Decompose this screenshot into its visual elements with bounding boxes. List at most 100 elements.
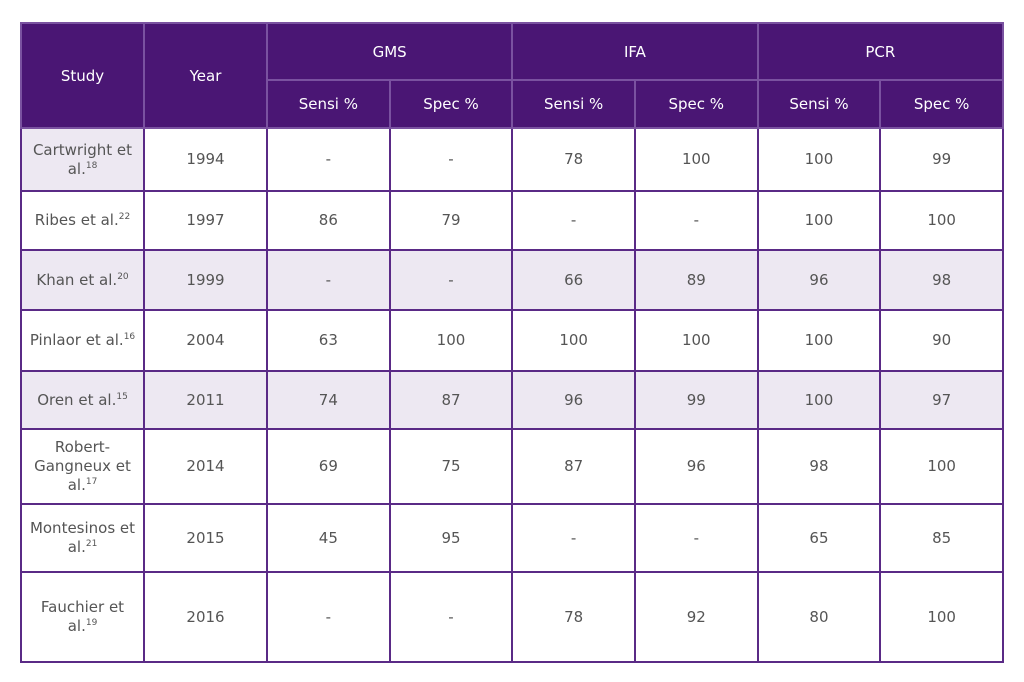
group-header: GMS — [265, 22, 514, 81]
value-cell: - — [511, 503, 636, 573]
table-row: Ribes et al.22 1997 86 79- -100 100 — [20, 190, 1004, 251]
table-row: Pinlaor et al.16 2004 63 100 100 100 100 90 — [20, 309, 1004, 372]
study-cell: Cartwright et al.18 — [20, 127, 145, 192]
study-name: Cartwright et al. — [32, 140, 133, 178]
table-row: Montesinos et al.21 2015 45 95- -65 85 — [20, 503, 1004, 573]
value-cell: 100 — [879, 428, 1004, 505]
reference: 17 — [85, 477, 98, 487]
value-cell: - — [511, 190, 636, 251]
value-cell: 65 — [756, 503, 882, 573]
value-cell: 100 — [756, 309, 882, 372]
value-cell: 96 — [756, 249, 882, 311]
value-cell: 66 — [511, 249, 636, 311]
value-cell: 100 — [879, 571, 1004, 663]
value-cell: 69 — [266, 428, 391, 505]
group-header: IFA — [511, 22, 759, 81]
study-name: Fauchier et al. — [40, 598, 125, 635]
value-cell: 98 — [879, 249, 1004, 311]
reference: 18 — [85, 160, 98, 171]
table-row: Robert-Gangneux et al.17 2014 69 75 87 96 98 10… — [20, 428, 1004, 505]
value-cell: 100 — [633, 127, 759, 192]
value-cell: 63 — [266, 309, 391, 372]
reference: 22 — [118, 212, 131, 222]
value-cell: 99 — [879, 127, 1004, 192]
year-cell: 2016 — [143, 571, 268, 663]
value-cell: 100 — [388, 309, 514, 372]
value-cell: 100 — [511, 309, 636, 372]
subheader-cell: Spec % — [879, 79, 1004, 129]
value-cell: - — [266, 127, 391, 192]
subheader-cell: Spec % — [388, 79, 514, 129]
reference: 20 — [117, 271, 129, 282]
value-cell: 96 — [633, 428, 759, 505]
header-row: Study Year GMS IFA PCR — [20, 22, 1005, 129]
study-name: Oren et al. — [37, 390, 117, 409]
table-row: Oren et al.15 2011 74 87 96 99 100 97 — [20, 370, 1004, 430]
value-cell: 45 — [266, 503, 391, 573]
year-cell: 2014 — [143, 428, 268, 505]
value-cell: 90 — [879, 309, 1004, 372]
study-name: Ribes et al. — [34, 211, 119, 229]
header-cell: Year — [143, 22, 268, 129]
value-cell: 80 — [756, 571, 882, 663]
value-cell: - — [266, 249, 391, 311]
value-cell: 92 — [633, 571, 759, 663]
value-cell: 100 — [633, 309, 759, 372]
data-table: Study Year GMS IFA PCR Sensi % Spec % Sens… — [20, 22, 1005, 663]
table-row: Cartwright et al.18 1994- -78 100 100 99 — [20, 127, 1004, 192]
value-cell: 85 — [879, 503, 1004, 573]
year-cell: 2011 — [143, 370, 268, 430]
year-cell: 1997 — [143, 190, 268, 251]
study-cell: Khan et al.20 — [20, 249, 145, 311]
value-cell: 100 — [756, 370, 882, 430]
value-cell: 100 — [756, 190, 882, 251]
subheader-row: Sensi % Spec % Sensi % Spec % Sensi % Spec % — [21, 79, 1004, 129]
year-cell: 2004 — [143, 309, 268, 372]
study-cell: Robert-Gangneux et al.17 — [20, 428, 145, 505]
value-cell: - — [388, 249, 514, 311]
value-cell: 75 — [388, 428, 514, 505]
reference: 21 — [85, 539, 98, 549]
value-cell: 89 — [633, 249, 759, 311]
value-cell: - — [266, 571, 391, 663]
value-cell: 99 — [633, 370, 759, 430]
study-cell: Montesinos et al.21 — [20, 503, 145, 573]
value-cell: 100 — [879, 190, 1004, 251]
study-name: Pinlaor et al. — [29, 331, 124, 349]
subheader-cell: Sensi % — [511, 79, 636, 129]
table-row: Khan et al.20 1999- -66 89 96 98 — [20, 249, 1004, 311]
table-row: Fauchier et al.19 2016- -78 92 80 100 — [20, 571, 1004, 663]
value-cell: 95 — [388, 503, 514, 573]
subheader-cell: Sensi % — [756, 79, 882, 129]
value-cell: 100 — [756, 127, 882, 192]
year-cell: 2015 — [143, 503, 268, 573]
study-cell: Pinlaor et al.16 — [20, 309, 145, 372]
study-name: Montesinos et al. — [29, 519, 136, 556]
year-cell: 1994 — [143, 127, 268, 192]
value-cell: - — [388, 127, 514, 192]
reference: 16 — [123, 332, 136, 342]
value-cell: 98 — [756, 428, 882, 505]
header-cell: Study — [20, 22, 145, 129]
value-cell: 74 — [266, 370, 391, 430]
value-cell: 79 — [388, 190, 514, 251]
reference: 15 — [116, 391, 128, 402]
study-cell: Fauchier et al.19 — [20, 571, 145, 663]
value-cell: 78 — [511, 571, 636, 663]
value-cell: - — [388, 571, 514, 663]
reference: 19 — [85, 618, 98, 628]
value-cell: 97 — [879, 370, 1004, 430]
study-name: Robert-Gangneux et al. — [34, 438, 131, 494]
study-name: Khan et al. — [36, 270, 118, 289]
table-body: Cartwright et al.18 1994- -78 100 100 99 Ribes… — [20, 127, 1004, 663]
value-cell: 86 — [266, 190, 391, 251]
value-cell: - — [633, 190, 759, 251]
value-cell: 96 — [511, 370, 636, 430]
subheader-cell: Sensi % — [266, 79, 391, 129]
value-cell: 87 — [388, 370, 514, 430]
value-cell: 87 — [511, 428, 636, 505]
value-cell: - — [633, 503, 759, 573]
value-cell: 78 — [511, 127, 636, 192]
study-cell: Ribes et al.22 — [20, 190, 145, 251]
